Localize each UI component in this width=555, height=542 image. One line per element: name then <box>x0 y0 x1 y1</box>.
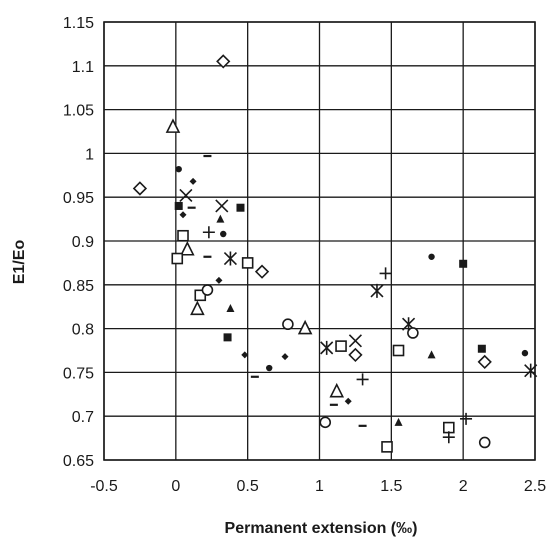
data-point-square-filled <box>174 201 183 210</box>
data-point-circle-open <box>282 318 294 331</box>
data-point-triangle-small-filled <box>216 214 225 223</box>
x-axis: -0.5 0 0.5 1 1.5 2 2.5 <box>90 478 546 495</box>
data-point-asterisk <box>370 283 384 298</box>
data-point-square-filled <box>459 259 468 268</box>
data-point-triangle-small-filled <box>226 303 235 312</box>
x-tick-label: 0.5 <box>237 478 259 495</box>
data-point-x-cross <box>179 188 193 203</box>
data-point-x-cross <box>215 199 229 213</box>
data-point-square-open <box>171 252 184 265</box>
data-point-circle-small-filled <box>220 230 227 238</box>
data-point-diamond-small-filled <box>215 276 223 284</box>
data-point-diamond-open <box>254 264 270 279</box>
y-tick-label: 1 <box>85 146 94 163</box>
data-point-square-open <box>381 441 393 453</box>
data-point-plus <box>379 267 392 280</box>
data-point-triangle-open <box>329 382 345 398</box>
data-point-diamond-open <box>348 347 363 363</box>
data-point-plus <box>356 373 369 386</box>
data-point-triangle-open <box>297 319 313 335</box>
data-point-circle-small-filled <box>266 364 273 372</box>
data-point-square-filled <box>223 333 232 342</box>
data-point-circle-open <box>319 416 332 429</box>
x-axis-label: Permanent extension (‰) <box>225 520 418 537</box>
x-tick-label: 0 <box>171 478 180 495</box>
data-point-diamond-small-filled <box>189 177 197 185</box>
data-point-circle-open <box>201 284 214 296</box>
data-point-diamond-small-filled <box>344 397 352 405</box>
data-point-triangle-open <box>190 300 205 316</box>
data-point-plus <box>460 412 473 425</box>
grid <box>103 21 536 461</box>
data-point-circle-small-filled <box>428 253 435 260</box>
data-point-square-open <box>177 229 189 242</box>
data-point-triangle-open <box>180 240 195 256</box>
y-tick-label: 1.1 <box>72 59 94 76</box>
data-point-circle-open <box>478 436 491 449</box>
data-point-diamond-open <box>132 181 148 196</box>
data-point-diamond-small-filled <box>179 211 187 219</box>
x-tick-label: -0.5 <box>90 478 118 495</box>
data-point-asterisk <box>524 363 538 378</box>
y-tick-label: 0.65 <box>63 453 94 470</box>
data-point-square-open <box>392 344 405 357</box>
y-tick-label: 1.15 <box>63 15 94 32</box>
data-point-diamond-small-filled <box>281 353 289 361</box>
data-point-plus <box>442 431 455 444</box>
y-axis-label: E1/Eo <box>11 240 28 285</box>
data-point-diamond-open <box>216 54 231 69</box>
y-tick-label: 1.05 <box>63 103 94 120</box>
x-tick-label: 1 <box>315 478 324 495</box>
y-tick-label: 0.7 <box>72 409 94 426</box>
data-point-circle-small-filled <box>521 349 529 357</box>
data-point-plus <box>202 226 215 239</box>
data-point-triangle-open <box>165 118 181 133</box>
data-point-triangle-small-filled <box>427 350 436 359</box>
data-point-square-open <box>241 257 254 269</box>
data-point-square-filled <box>236 203 245 212</box>
data-point-circle-open <box>407 327 419 339</box>
plot-border <box>103 21 536 461</box>
data-point-asterisk <box>320 340 334 355</box>
x-tick-label: 2 <box>459 478 468 495</box>
data-point-x-cross <box>348 334 362 348</box>
y-tick-label: 0.75 <box>63 365 94 382</box>
data-point-square-open <box>335 340 347 352</box>
x-tick-label: 1.5 <box>380 478 402 495</box>
y-tick-label: 0.9 <box>72 234 94 251</box>
y-tick-label: 0.8 <box>72 322 94 339</box>
x-tick-label: 2.5 <box>524 478 546 495</box>
data-point-diamond-open <box>477 354 492 370</box>
y-axis: 0.65 0.7 0.75 0.8 0.85 0.9 0.95 1 1.05 1.1 1.15 <box>63 15 94 470</box>
data-point-diamond-small-filled <box>241 351 249 359</box>
data-point-square-open <box>442 421 455 434</box>
data-point-circle-small-filled <box>175 165 182 173</box>
data-point-square-filled <box>477 344 486 353</box>
y-tick-label: 0.95 <box>63 190 94 207</box>
plot-frame <box>103 21 536 461</box>
y-tick-label: 0.85 <box>63 278 94 295</box>
data-point-triangle-small-filled <box>394 417 403 426</box>
data-point-asterisk <box>223 251 237 266</box>
data-points <box>132 54 538 453</box>
